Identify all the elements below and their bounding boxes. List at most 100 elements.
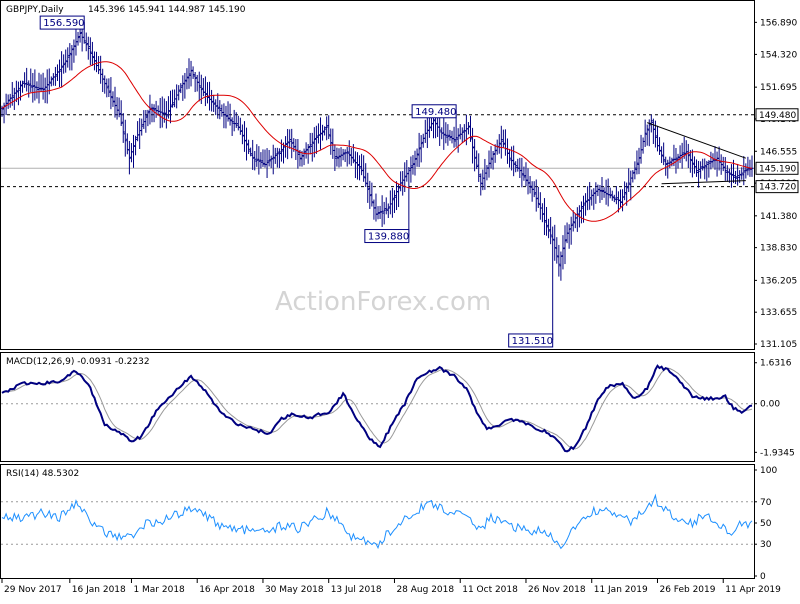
ohlc-bar	[86, 36, 90, 60]
ohlc-bar	[397, 184, 401, 208]
ohlc-bar	[608, 187, 612, 199]
rsi-axis-label: 70	[760, 498, 772, 508]
ohlc-bar	[561, 235, 565, 270]
rsi-axis-label: 0	[760, 572, 766, 582]
ohlc-bar	[134, 135, 138, 156]
macd-title: MACD(12,26,9) -0.0931 -0.2232	[6, 357, 150, 367]
macd-line	[1, 364, 753, 453]
ohlc-bar	[413, 150, 417, 176]
ohlc-bar	[273, 147, 277, 164]
ohlc-bar	[372, 199, 376, 220]
ohlc-bar	[310, 132, 314, 162]
ohlc-bar	[230, 117, 234, 136]
ohlc-bar	[300, 150, 304, 167]
price-axis-label: 146.555	[760, 147, 797, 157]
ohlc-bar	[491, 150, 495, 170]
ohlc-bar	[185, 68, 189, 90]
price-pane-ohlc: 145.396 145.941 144.987 145.190	[88, 5, 246, 15]
ohlc-bar	[703, 158, 707, 180]
ohlc-bar	[545, 206, 549, 236]
ohlc-bar	[368, 180, 372, 209]
ohlc-bar	[95, 51, 99, 73]
ohlc-bar	[606, 178, 610, 207]
ohlc-bar	[240, 124, 244, 145]
macd-axis-label: 1.6316	[760, 359, 792, 369]
ohlc-bar	[117, 97, 121, 118]
ohlc-bar	[388, 190, 392, 215]
ohlc-bar	[473, 139, 477, 172]
ohlc-bar	[584, 193, 588, 216]
ohlc-bar	[84, 32, 88, 52]
ohlc-bar	[121, 113, 125, 143]
ohlc-bar	[4, 93, 8, 116]
ohlc-bar	[707, 160, 711, 178]
ohlc-bar	[88, 37, 92, 66]
ohlc-bar	[171, 89, 175, 108]
ohlc-bar	[658, 137, 662, 155]
ohlc-bar	[23, 72, 27, 88]
ohlc-bar	[242, 121, 246, 152]
ohlc-bar	[692, 156, 696, 174]
ohlc-bar	[684, 140, 688, 162]
trendline	[647, 122, 747, 159]
ohlc-bar	[173, 89, 177, 108]
watermark: ActionForex.com	[275, 287, 491, 317]
ohlc-bar	[177, 85, 181, 101]
ohlc-bar	[16, 81, 20, 106]
ohlc-bar	[736, 163, 740, 186]
ohlc-bar	[526, 168, 530, 195]
ohlc-bar	[444, 122, 448, 144]
ohlc-bar	[257, 146, 261, 175]
ohlc-bar	[425, 117, 429, 149]
ohlc-bar	[168, 90, 172, 124]
ohlc-bar	[33, 69, 37, 101]
ohlc-bar	[421, 133, 425, 148]
ohlc-bar	[191, 66, 195, 79]
date-axis-label: 29 Nov 2017	[4, 585, 62, 595]
ohlc-bar	[655, 125, 659, 152]
ohlc-bar	[60, 51, 64, 88]
ohlc-bar	[723, 157, 727, 181]
ohlc-bar	[744, 163, 748, 179]
ohlc-bar	[411, 155, 415, 175]
ohlc-bar	[627, 168, 631, 192]
ohlc-bar	[132, 134, 136, 168]
ohlc-bar	[109, 77, 113, 110]
ohlc-bar	[160, 96, 164, 128]
ohlc-bar	[697, 160, 701, 188]
ohlc-bar	[72, 39, 76, 63]
ohlc-bar	[251, 139, 255, 170]
ohlc-bar	[259, 152, 263, 169]
ohlc-bar	[686, 143, 690, 169]
ohlc-bar	[370, 182, 374, 207]
ohlc-bar	[179, 83, 183, 94]
ohlc-bar	[477, 153, 481, 182]
ohlc-bar	[253, 151, 257, 171]
ohlc-bar	[575, 207, 579, 232]
ohlc-bar	[750, 155, 754, 177]
date-axis-label: 11 Apr 2019	[725, 585, 781, 595]
ohlc-bar	[238, 117, 242, 135]
ohlc-bar	[189, 60, 193, 87]
price-label-text: 156.590	[43, 18, 84, 29]
ohlc-bar	[405, 160, 409, 182]
date-axis-label: 1 Mar 2018	[133, 585, 185, 595]
ohlc-bar	[553, 224, 557, 261]
rsi-axis-label: 50	[760, 519, 772, 529]
ohlc-bar	[466, 122, 470, 135]
rsi-axis-label: 100	[760, 466, 777, 476]
ohlc-bar	[678, 145, 682, 163]
ohlc-bar	[592, 188, 596, 210]
ohlc-bar	[623, 181, 627, 201]
date-axis-label: 16 Apr 2018	[199, 585, 255, 595]
ohlc-bar	[35, 81, 39, 99]
ohlc-bar	[339, 147, 343, 167]
ohlc-bar	[214, 99, 218, 116]
ohlc-bar	[392, 190, 396, 213]
ohlc-bar	[269, 155, 273, 169]
ohlc-bar	[321, 124, 325, 141]
ohlc-bar	[353, 151, 357, 179]
trendline	[661, 180, 746, 185]
ohlc-bar	[138, 118, 142, 150]
